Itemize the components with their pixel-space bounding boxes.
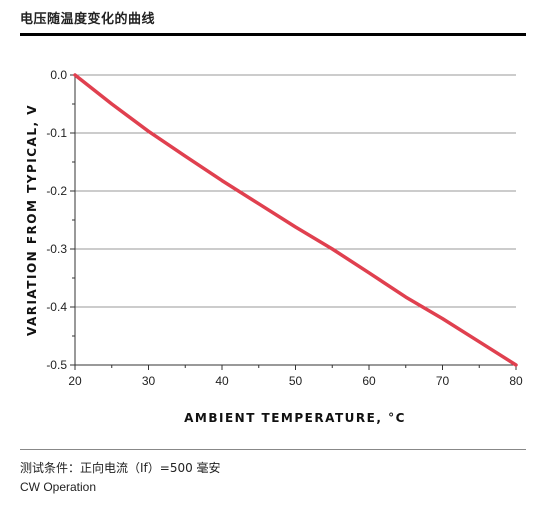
footer-rule: [20, 449, 526, 450]
x-axis-label: AMBIENT TEMPERATURE, °C: [184, 411, 406, 425]
x-tick-label: 20: [68, 374, 82, 388]
operation-mode: CW Operation: [20, 480, 97, 494]
x-tick-label: 40: [215, 374, 229, 388]
x-tick-label: 70: [436, 374, 450, 388]
ticks: 0.0 -0.1 -0.2 -0.3 -0.4 -0.520 30 40 50 60 70 80: [46, 68, 523, 388]
y-tick-label: -0.4: [46, 300, 67, 314]
test-condition: 测试条件：正向电流（If）=500 毫安: [20, 461, 221, 475]
chart: 0.0 -0.1 -0.2 -0.3 -0.4 -0.520 30 40 50 60 70 80 AM…: [25, 68, 523, 425]
x-tick-label: 80: [509, 374, 523, 388]
x-tick-label: 50: [289, 374, 303, 388]
x-tick-label: 30: [142, 374, 156, 388]
header-rule: [20, 33, 526, 36]
y-axis-label: VARIATION FROM TYPICAL, V: [25, 104, 39, 336]
y-tick-label: -0.3: [46, 242, 67, 256]
y-tick-label: -0.5: [46, 358, 67, 372]
series-line: [73, 73, 518, 367]
series: [73, 73, 518, 367]
y-tick-label: 0.0: [50, 68, 67, 82]
x-tick-label: 60: [362, 374, 376, 388]
y-tick-label: -0.2: [46, 184, 67, 198]
chart-title: 电压随温度变化的曲线: [20, 12, 156, 27]
y-tick-label: -0.1: [46, 126, 67, 140]
